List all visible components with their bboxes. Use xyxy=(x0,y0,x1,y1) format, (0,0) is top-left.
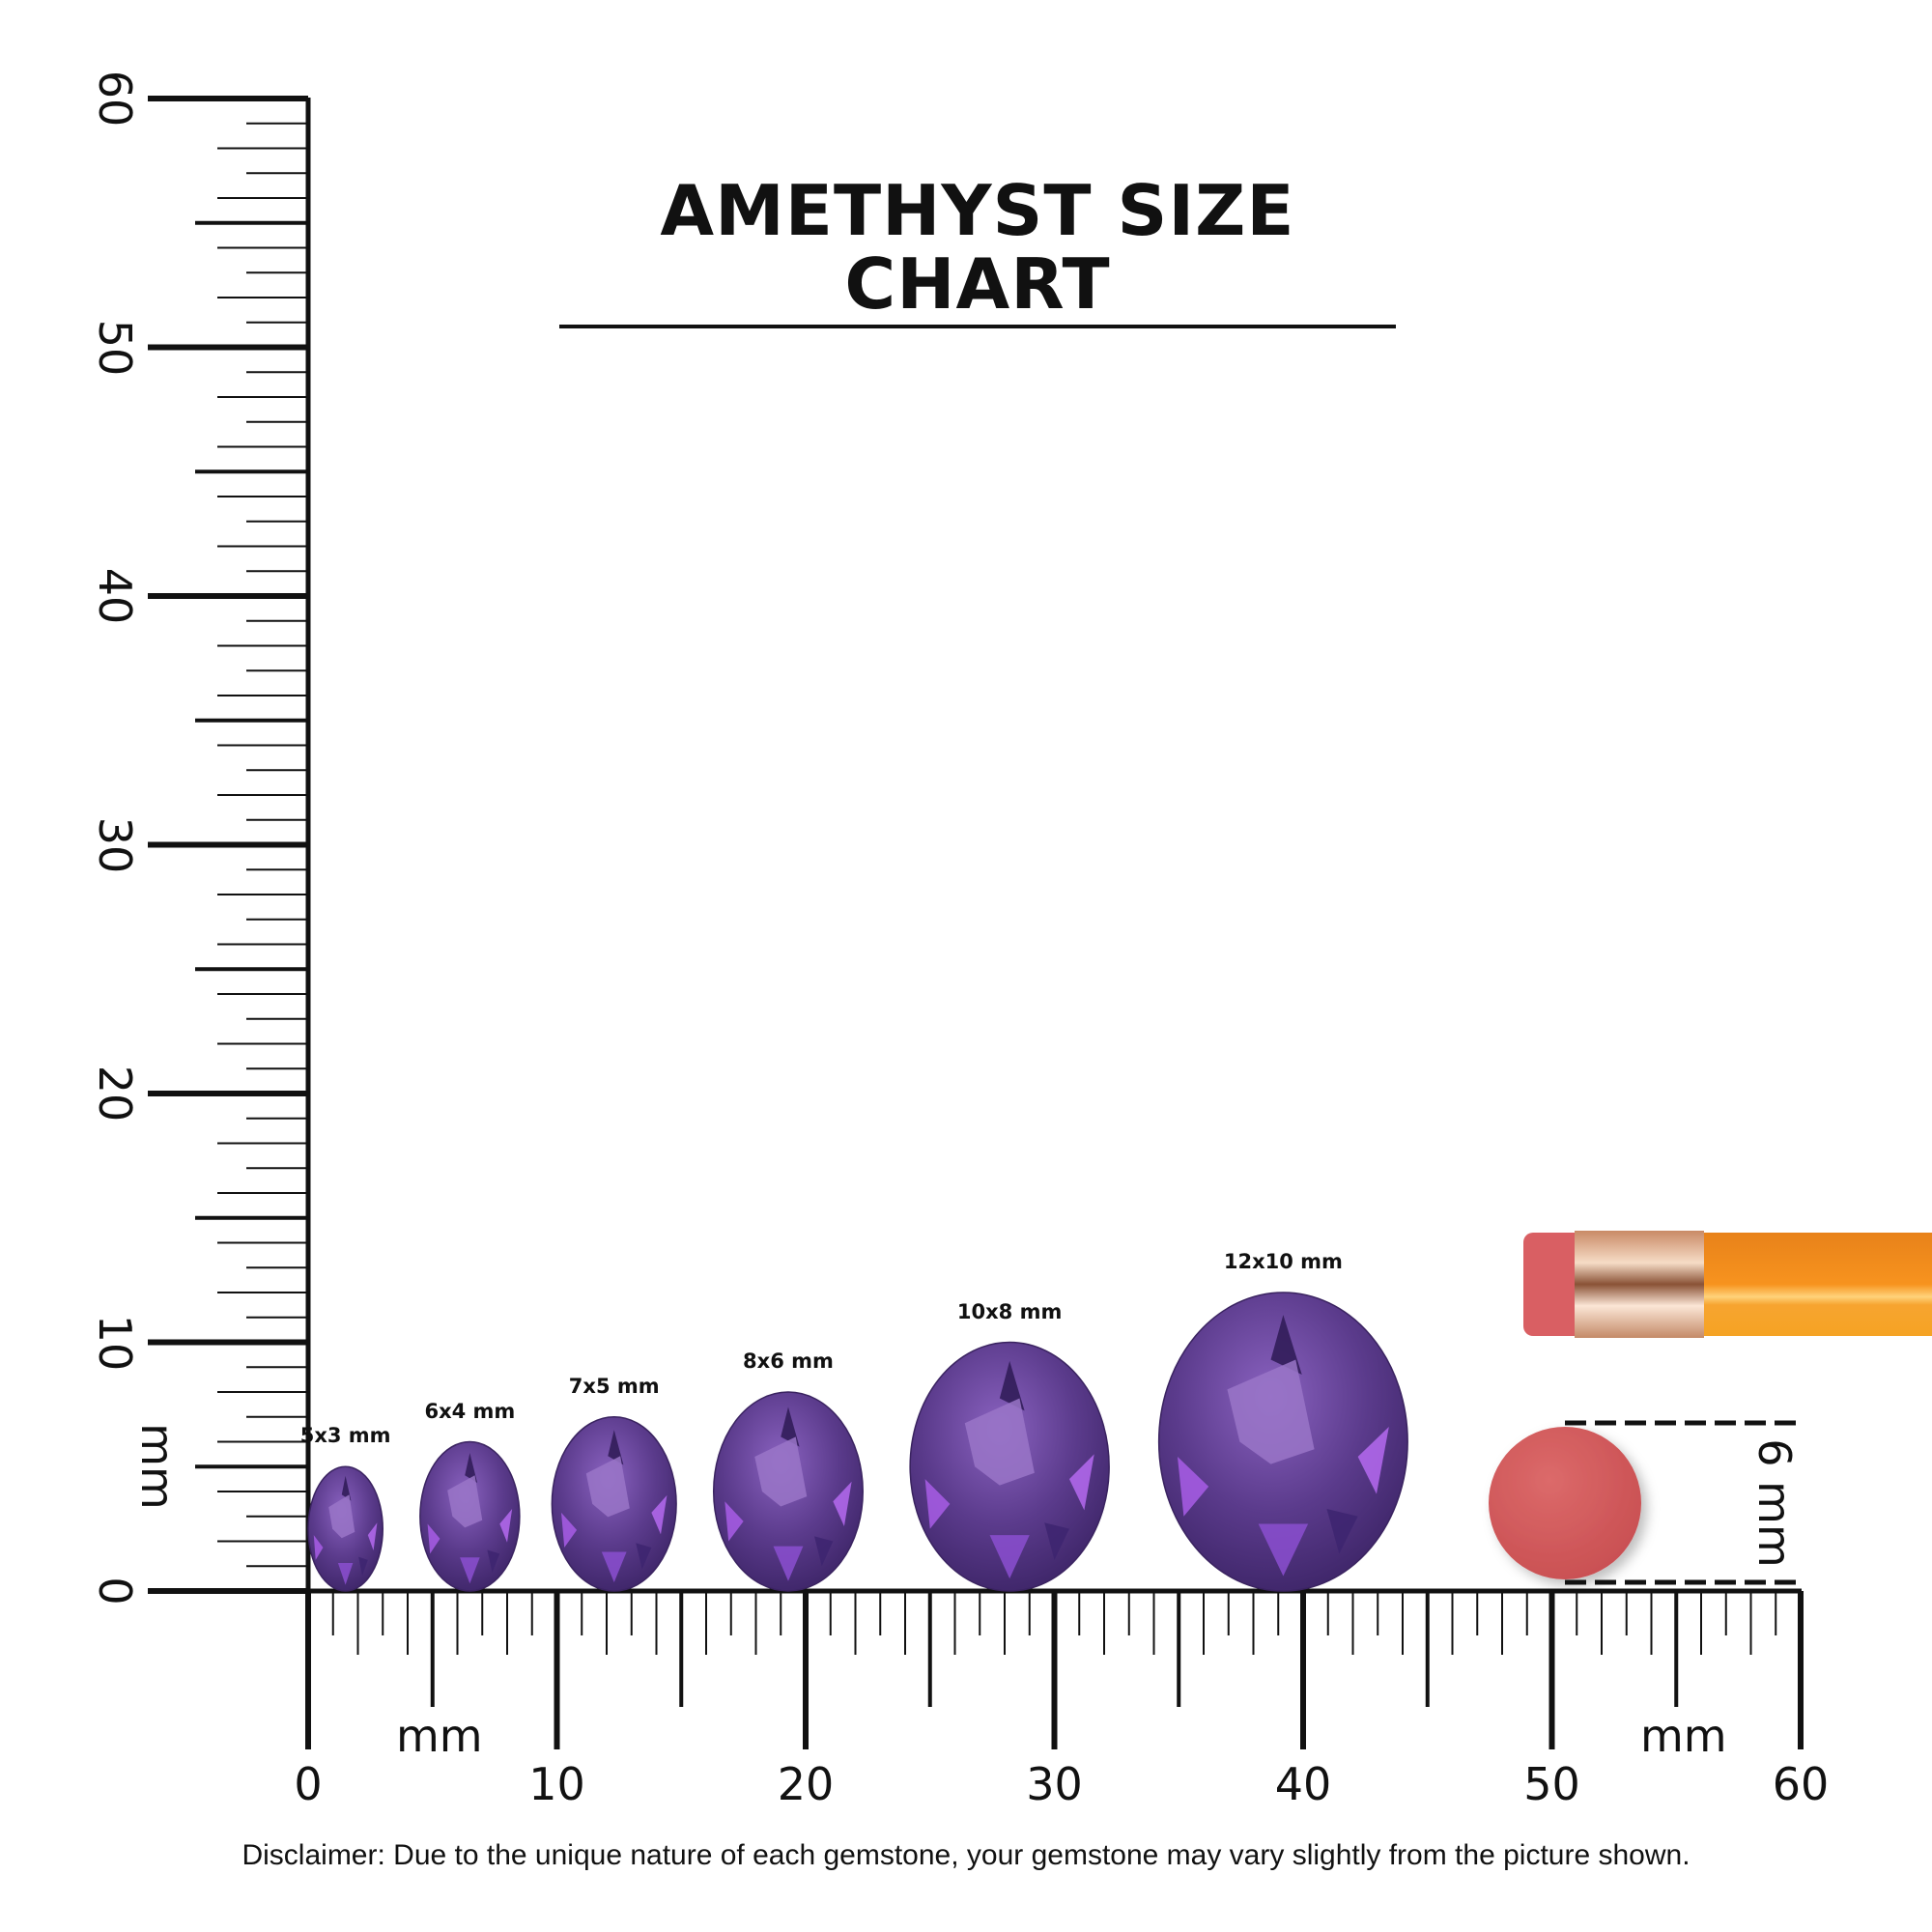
gem-facet xyxy=(585,1456,630,1518)
gem-facet xyxy=(999,1360,1025,1411)
pencil-ferrule xyxy=(1575,1231,1704,1338)
ruler-ticks xyxy=(148,96,1804,1749)
page-title: AMETHYST SIZE CHART xyxy=(559,174,1396,328)
vertical-tick-label: 40 xyxy=(89,567,141,625)
gem-facet xyxy=(499,1509,513,1543)
gem-oval xyxy=(419,1440,521,1592)
gem-facet xyxy=(487,1549,500,1573)
gem-size-label: 10x8 mm xyxy=(956,1299,1063,1323)
eraser-reference-circle xyxy=(1489,1427,1641,1579)
gem-facet xyxy=(833,1481,852,1527)
gem-facet xyxy=(924,1479,951,1529)
gem-facet xyxy=(447,1475,483,1528)
gem-facet xyxy=(608,1430,624,1465)
vertical-tick-label: 60 xyxy=(89,70,141,128)
gem-facet xyxy=(1044,1522,1069,1560)
gem-facet xyxy=(367,1522,378,1551)
pencil-eraser xyxy=(1523,1233,1591,1336)
gem-facet xyxy=(754,1436,808,1507)
horizontal-unit-label: mm xyxy=(396,1710,483,1762)
gem-facet xyxy=(1270,1315,1302,1375)
vertical-tick-label: 0 xyxy=(89,1577,141,1605)
gem-size-label: 12x10 mm xyxy=(1223,1250,1343,1273)
gem-facet xyxy=(465,1453,478,1483)
gem-oval xyxy=(307,1465,384,1592)
reference-size-label: 6 mm xyxy=(1748,1438,1801,1568)
horizontal-tick-label: 0 xyxy=(294,1758,323,1810)
gem-facet xyxy=(313,1535,324,1560)
gem-facet xyxy=(1177,1456,1209,1517)
gem-facet xyxy=(427,1523,440,1554)
gem-facet xyxy=(1326,1509,1358,1554)
gem-facet xyxy=(964,1398,1035,1486)
gem-size-label: 8x6 mm xyxy=(743,1350,834,1373)
vertical-tick-label: 30 xyxy=(89,816,141,873)
gem-facet xyxy=(651,1494,668,1535)
gem-oval xyxy=(551,1416,677,1592)
gem-facet xyxy=(561,1512,578,1548)
vertical-tick-label: 50 xyxy=(89,319,141,376)
gem-facet xyxy=(341,1475,352,1501)
gem-facet xyxy=(724,1501,744,1542)
horizontal-tick-label: 50 xyxy=(1523,1758,1580,1810)
gem-facet xyxy=(337,1563,354,1585)
gem-size-label: 7x5 mm xyxy=(568,1374,660,1398)
horizontal-tick-label: 10 xyxy=(528,1758,585,1810)
gem-facet xyxy=(1258,1523,1309,1577)
gem-facet xyxy=(781,1406,800,1447)
gems-group xyxy=(307,1292,1408,1592)
gem-oval xyxy=(1157,1292,1408,1592)
gem-facet xyxy=(460,1557,480,1584)
horizontal-unit-label-right: mm xyxy=(1640,1710,1727,1762)
gem-size-label: 5x3 mm xyxy=(299,1424,391,1448)
gem-facet xyxy=(1357,1427,1389,1494)
gem-facet xyxy=(1227,1359,1315,1464)
gem-oval xyxy=(909,1341,1110,1592)
vertical-unit-label: mm xyxy=(131,1423,184,1510)
gem-facet xyxy=(773,1546,804,1581)
pencil-body xyxy=(1704,1233,1932,1336)
gem-size-label: 6x4 mm xyxy=(424,1399,516,1423)
horizontal-tick-label: 30 xyxy=(1026,1758,1083,1810)
gem-oval xyxy=(712,1391,864,1592)
gem-facet xyxy=(358,1556,368,1576)
gem-facet xyxy=(636,1543,652,1570)
gem-facet xyxy=(601,1551,627,1582)
gem-facet xyxy=(1068,1454,1094,1511)
gem-facet xyxy=(989,1535,1030,1579)
gem-facet xyxy=(814,1536,834,1567)
gem-facet xyxy=(328,1494,355,1539)
horizontal-tick-label: 60 xyxy=(1772,1758,1830,1810)
vertical-tick-label: 20 xyxy=(89,1065,141,1122)
horizontal-tick-label: 40 xyxy=(1274,1758,1332,1810)
pencil xyxy=(1523,1231,1932,1338)
disclaimer: Disclaimer: Due to the unique nature of … xyxy=(242,1839,1690,1871)
vertical-tick-label: 10 xyxy=(89,1314,141,1371)
horizontal-tick-label: 20 xyxy=(777,1758,835,1810)
